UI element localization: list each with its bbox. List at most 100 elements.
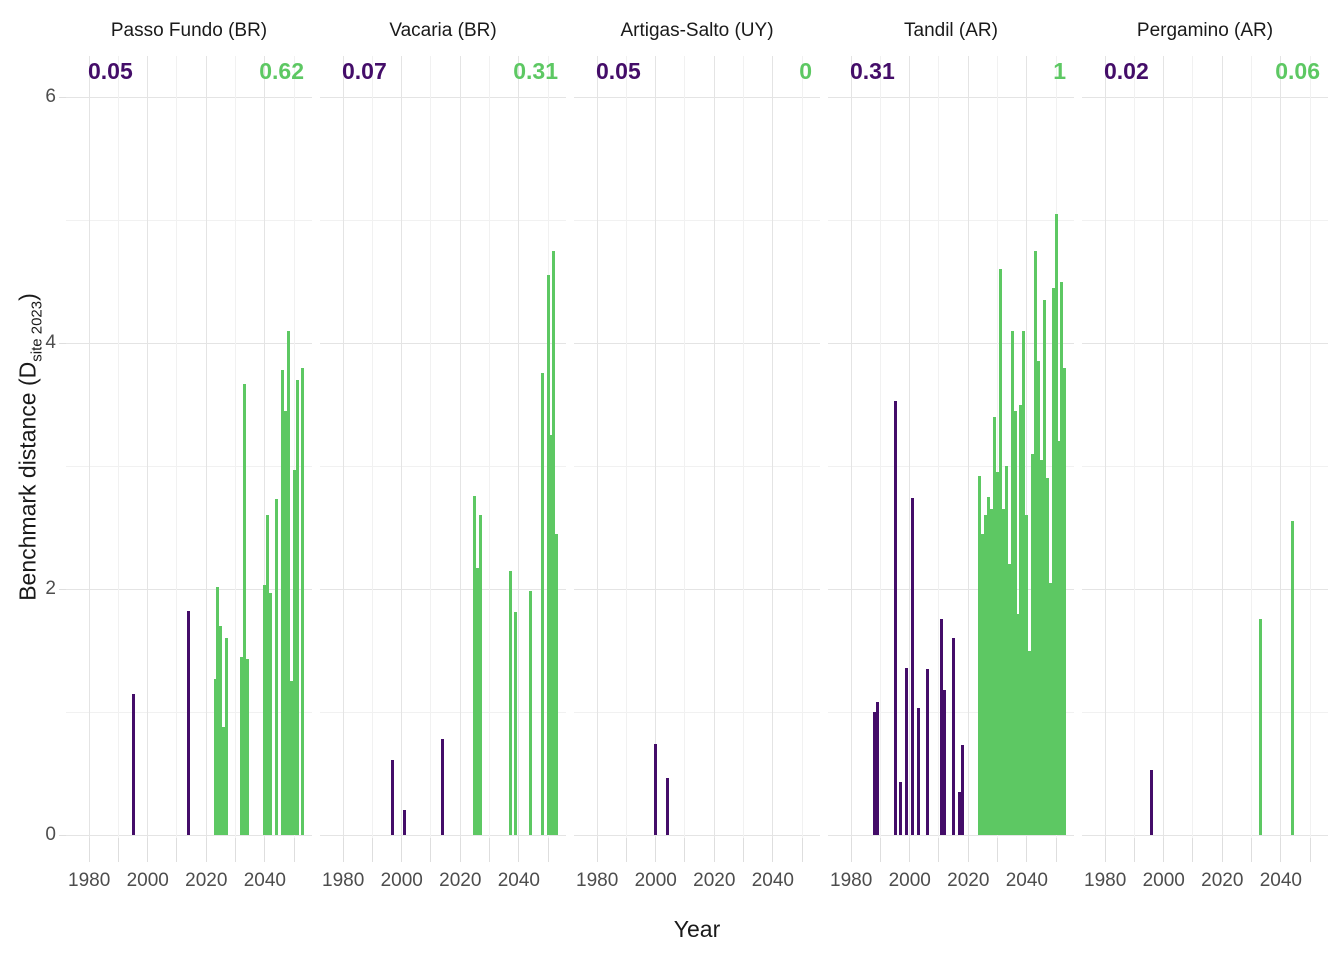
gridline-vertical-minor (801, 56, 803, 838)
gridline-horizontal-major (320, 835, 566, 836)
bar-historical (960, 745, 964, 835)
x-axis-tick (430, 838, 432, 862)
bar-future (216, 586, 220, 835)
bar-historical (391, 759, 395, 835)
gridline-vertical-major (147, 56, 149, 838)
bar-future (552, 250, 556, 835)
bar-future (219, 625, 223, 835)
bar-future (266, 515, 270, 835)
gridline-horizontal-major (66, 589, 312, 590)
x-axis-tick (655, 838, 657, 862)
x-tick-label: 2040 (1259, 870, 1302, 891)
x-axis-tick (176, 838, 178, 862)
bar-future (978, 475, 982, 835)
gridline-vertical-major (401, 56, 403, 838)
gridline-horizontal-minor (1082, 220, 1328, 221)
bar-historical (957, 791, 961, 835)
bar-future (529, 591, 533, 835)
x-tick-label: 2000 (126, 870, 169, 891)
facet-title: Tandil (AR) (904, 20, 998, 41)
x-axis-tick (938, 838, 940, 862)
gridline-horizontal-major (574, 835, 820, 836)
benchmark-historical-value: 0.02 (1104, 58, 1149, 84)
gridline-vertical-major (264, 56, 266, 838)
benchmark-historical-value: 0.05 (88, 58, 133, 84)
bar-future (476, 568, 480, 835)
facet-panel: 1980 2000 2020 2040 Artigas-Salto (UY) 0.05 0 (574, 0, 820, 960)
x-tick-label: 2000 (1142, 870, 1185, 891)
benchmark-future-value: 0.62 (259, 58, 304, 84)
bar-future (981, 533, 985, 835)
gridline-horizontal-major (574, 343, 820, 344)
x-axis-tick (772, 838, 774, 862)
bar-future (245, 659, 249, 835)
x-axis-tick (401, 838, 403, 862)
x-axis-tick (967, 838, 969, 862)
gridline-horizontal-major (574, 589, 820, 590)
bar-historical (1150, 769, 1154, 835)
gridline-horizontal-minor (320, 220, 566, 221)
bar-historical (654, 743, 658, 835)
gridline-vertical-minor (1192, 56, 1194, 838)
bar-future (514, 612, 518, 835)
gridline-vertical-major (1026, 56, 1028, 838)
x-tick-label: 2020 (439, 870, 482, 891)
facet-panel: 1980 2000 2020 2040 Pergamino (AR) 0.02 0.06 (1082, 0, 1328, 960)
x-axis-tick (1055, 838, 1057, 862)
bar-historical (952, 638, 956, 835)
bar-future (546, 275, 550, 835)
bar-future (555, 533, 559, 835)
bar-future (292, 469, 296, 835)
x-tick-label: 1980 (1084, 870, 1127, 891)
gridline-horizontal-minor (66, 466, 312, 467)
x-tick-label: 2000 (634, 870, 677, 891)
bar-future (1258, 618, 1262, 835)
gridline-vertical-minor (743, 56, 745, 838)
y-tick-label-0: 0 (45, 824, 56, 845)
bar-future (269, 592, 273, 835)
x-axis-tick (743, 838, 745, 862)
bar-historical (665, 778, 669, 835)
x-tick-label: 2040 (751, 870, 794, 891)
bar-future (1042, 299, 1046, 835)
bar-historical (131, 693, 135, 835)
bar-future (1039, 459, 1043, 835)
x-axis-tick (713, 838, 715, 862)
bar-future (1013, 410, 1017, 835)
x-axis-tick (1221, 838, 1223, 862)
x-tick-label: 2020 (947, 870, 990, 891)
x-axis-tick (264, 838, 266, 862)
bar-future (1045, 478, 1049, 835)
gridline-horizontal-minor (828, 466, 1074, 467)
gridline-vertical-major (342, 56, 344, 838)
x-tick-label: 2000 (888, 870, 931, 891)
bar-future (993, 416, 997, 835)
gridline-horizontal-minor (574, 466, 820, 467)
x-axis-tick (1251, 838, 1253, 862)
gridline-horizontal-major (1082, 97, 1328, 98)
gridline-horizontal-major (828, 835, 1074, 836)
gridline-horizontal-minor (1082, 466, 1328, 467)
x-axis-tick (547, 838, 549, 862)
gridline-vertical-minor (489, 56, 491, 838)
gridline-vertical-major (1163, 56, 1165, 838)
gridline-vertical-minor (176, 56, 178, 838)
bar-future (984, 515, 988, 835)
x-axis-title: Year (673, 916, 721, 942)
x-tick-label: 2040 (243, 870, 286, 891)
gridline-vertical-minor (1251, 56, 1253, 838)
facet-title: Artigas-Salto (UY) (620, 20, 774, 41)
benchmark-future-value: 0.31 (513, 58, 558, 84)
bar-future (1060, 281, 1064, 835)
benchmark-historical-value: 0.31 (850, 58, 895, 84)
x-axis-tick (879, 838, 881, 862)
gridline-vertical-major (1104, 56, 1106, 838)
gridline-vertical-minor (879, 56, 881, 838)
gridline-horizontal-major (320, 343, 566, 344)
bar-future (479, 515, 483, 835)
x-tick-label: 1980 (576, 870, 619, 891)
gridline-vertical-major (1221, 56, 1223, 838)
gridline-vertical-minor (1133, 56, 1135, 838)
bar-historical (873, 712, 877, 835)
y-axis-tick (59, 835, 66, 836)
